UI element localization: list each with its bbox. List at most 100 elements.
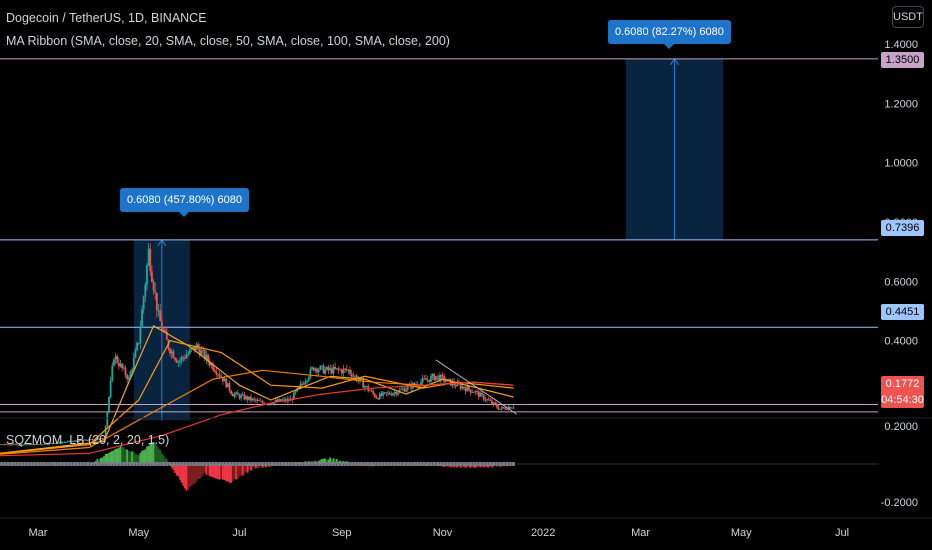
candle-body	[423, 378, 426, 380]
squeeze-dot	[303, 462, 307, 466]
candle-body	[378, 393, 381, 400]
squeeze-dot	[505, 462, 509, 466]
squeeze-bar	[207, 464, 209, 475]
squeeze-dot	[66, 462, 70, 466]
candle-body	[94, 439, 97, 441]
candle-body	[205, 354, 208, 359]
candle-body	[155, 292, 158, 311]
squeeze-dot	[152, 462, 156, 466]
candle-body	[218, 374, 221, 377]
squeeze-dot	[412, 462, 416, 466]
squeeze-bar	[246, 464, 249, 473]
candle-body	[334, 366, 337, 369]
candle-body	[387, 392, 389, 394]
currency-button[interactable]: USDT	[892, 6, 924, 28]
candle-body	[431, 374, 434, 377]
squeeze-bar	[375, 464, 378, 466]
squeeze-dot	[416, 462, 420, 466]
squeeze-bar	[75, 463, 77, 465]
squeeze-dot	[508, 462, 512, 466]
candle-body	[75, 440, 77, 442]
candle-body	[383, 392, 386, 394]
ma-ribbon-legend[interactable]: MA Ribbon (SMA, close, 20, SMA, close, 5…	[6, 34, 450, 48]
squeeze-bar	[126, 449, 129, 464]
candle-body	[27, 443, 29, 445]
squeeze-dot	[360, 462, 364, 466]
squeeze-bar	[96, 459, 99, 464]
candle-body	[119, 363, 122, 367]
candle-body	[472, 392, 475, 393]
candle-body	[63, 442, 66, 443]
candle-body	[35, 444, 38, 446]
squeeze-dot	[29, 462, 33, 466]
squeeze-dot	[95, 462, 99, 466]
candle-body	[392, 393, 394, 396]
candle-body	[233, 394, 236, 397]
squeeze-dot	[445, 462, 449, 466]
squeeze-bar	[471, 464, 474, 468]
squeeze-bar	[477, 464, 480, 468]
candle-body	[91, 439, 94, 440]
squeeze-bar	[48, 464, 51, 465]
squeeze-dot	[39, 462, 43, 466]
squeeze-dot	[191, 462, 195, 466]
candle-body	[76, 441, 79, 442]
candle-body	[420, 382, 422, 387]
candle-body	[426, 379, 429, 381]
candle-body	[363, 386, 366, 388]
candle-body	[274, 399, 277, 402]
squeeze-bar	[55, 464, 58, 465]
squeeze-bar	[342, 460, 345, 464]
squeeze-dot	[261, 462, 265, 466]
squeeze-bar	[88, 463, 91, 465]
squeeze-bar	[510, 463, 513, 465]
squeeze-bar	[263, 464, 266, 467]
candle-body	[340, 369, 343, 374]
y-tick-label: 1.4000	[884, 39, 918, 51]
squeeze-bar	[385, 464, 388, 466]
candle-body	[497, 407, 500, 410]
candle-body	[456, 382, 459, 387]
squeeze-bar	[309, 461, 312, 464]
y-tick-label: 0.6000	[884, 276, 918, 288]
candle-body	[48, 443, 51, 445]
candle-body	[231, 393, 234, 397]
squeeze-dot	[145, 462, 149, 466]
squeeze-bar	[395, 464, 398, 465]
squeeze-bar	[454, 464, 457, 468]
squeeze-dot	[128, 462, 132, 466]
squeeze-bar	[106, 453, 109, 464]
squeeze-bar	[164, 457, 167, 464]
squeeze-dot	[241, 462, 245, 466]
squeeze-dot	[386, 462, 390, 466]
squeeze-bar	[139, 452, 142, 464]
candle-body	[179, 360, 181, 363]
squeeze-dot	[478, 462, 482, 466]
squeeze-dot	[56, 462, 60, 466]
candle-body	[501, 407, 503, 409]
candle-body	[481, 392, 483, 395]
squeeze-bar	[142, 450, 145, 464]
squeeze-dot	[142, 462, 146, 466]
squeeze-bar	[51, 463, 54, 464]
squeeze-bar	[121, 447, 124, 464]
candle-body	[292, 392, 295, 400]
squeeze-bar	[491, 464, 493, 468]
squeeze-dot	[429, 462, 433, 466]
squeeze-dot	[185, 462, 189, 466]
candle-body	[226, 383, 229, 388]
candle-body	[66, 441, 69, 443]
sqzmom-legend[interactable]: SQZMOM_LB (20, 2, 20, 1.5)	[6, 433, 170, 447]
candle-body	[68, 440, 71, 442]
squeeze-dot	[175, 462, 179, 466]
squeeze-bar	[256, 464, 259, 469]
squeeze-dot	[346, 462, 350, 466]
candle-body	[466, 386, 469, 392]
candle-body	[459, 384, 462, 389]
squeeze-bar	[441, 464, 444, 467]
squeeze-bar	[327, 459, 330, 464]
squeeze-dot	[389, 462, 393, 466]
squeeze-bar	[71, 464, 74, 465]
candle-body	[464, 388, 467, 392]
